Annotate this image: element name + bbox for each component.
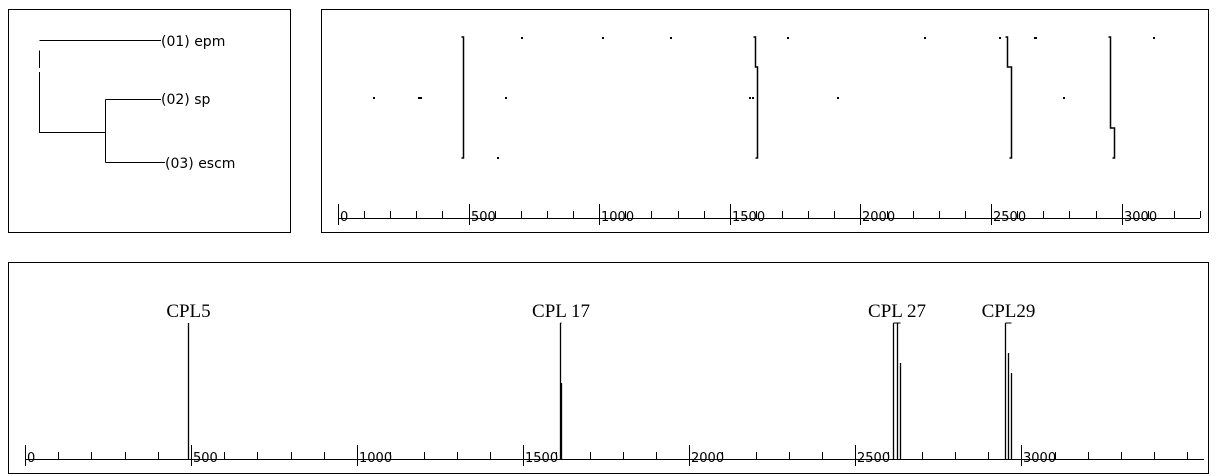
track-tick-label: 0 bbox=[340, 210, 348, 225]
summary-panel: CPL5 CPL 17 CPL 27 CPL29 0 500 1000 1500 2000 25… bbox=[8, 262, 1209, 474]
summary-tick-label: 1500 bbox=[525, 451, 558, 466]
summary-tick-label: 0 bbox=[27, 451, 35, 466]
track-tick-label: 2500 bbox=[993, 210, 1026, 225]
track-svg: 0 500 1000 1500 2000 2500 3000 bbox=[338, 36, 1201, 225]
track-connector bbox=[753, 36, 759, 159]
summary-tick-label: 2000 bbox=[691, 451, 724, 466]
track-dot bbox=[924, 37, 926, 39]
track-tick-label: 500 bbox=[471, 210, 496, 225]
track-tick-label: 1500 bbox=[732, 210, 765, 225]
dendrogram-panel: (01) epm (02) sp (03) escm bbox=[8, 9, 291, 233]
leaf-label-sp: (02) sp bbox=[161, 92, 210, 108]
track-connector bbox=[1108, 36, 1116, 159]
track-tick-label: 1000 bbox=[601, 210, 634, 225]
track-dot bbox=[749, 97, 751, 99]
track-dot bbox=[420, 97, 422, 99]
track-connector bbox=[1005, 36, 1013, 159]
track-dot bbox=[999, 37, 1001, 39]
track-dot bbox=[837, 97, 839, 99]
cpl-label: CPL5 bbox=[166, 301, 210, 322]
track-connector bbox=[461, 36, 465, 159]
track-tick-label: 2000 bbox=[862, 210, 895, 225]
leaf-label-escm: (03) escm bbox=[165, 156, 235, 172]
track-dot bbox=[1063, 97, 1065, 99]
summary-svg: CPL5 CPL 17 CPL 27 CPL29 0 500 1000 1500 2000 25… bbox=[25, 301, 1204, 466]
cpl-label: CPL29 bbox=[982, 301, 1036, 322]
track-dot bbox=[787, 37, 789, 39]
summary-tick-label: 500 bbox=[193, 451, 218, 466]
track-dot bbox=[602, 37, 604, 39]
track-dot bbox=[1035, 37, 1037, 39]
track-dot bbox=[497, 157, 499, 159]
summary-tick-label: 3000 bbox=[1023, 451, 1056, 466]
track-dot bbox=[752, 97, 754, 99]
track-panel: 0 500 1000 1500 2000 2500 3000 bbox=[321, 9, 1209, 233]
track-dot bbox=[1153, 37, 1155, 39]
track-dot bbox=[418, 97, 420, 99]
summary-tick-label: 2500 bbox=[857, 451, 890, 466]
dendrogram-svg: (01) epm (02) sp (03) escm bbox=[39, 34, 235, 172]
track-dot bbox=[373, 97, 375, 99]
track-dot bbox=[505, 97, 507, 99]
track-dot bbox=[521, 37, 523, 39]
branch-root bbox=[39, 50, 106, 133]
cpl-label: CPL 27 bbox=[868, 301, 926, 322]
cpl-label: CPL 17 bbox=[532, 301, 590, 322]
track-dot bbox=[670, 37, 672, 39]
leaf-label-epm: (01) epm bbox=[161, 34, 225, 50]
summary-tick-label: 1000 bbox=[359, 451, 392, 466]
track-tick-label: 3000 bbox=[1124, 210, 1157, 225]
